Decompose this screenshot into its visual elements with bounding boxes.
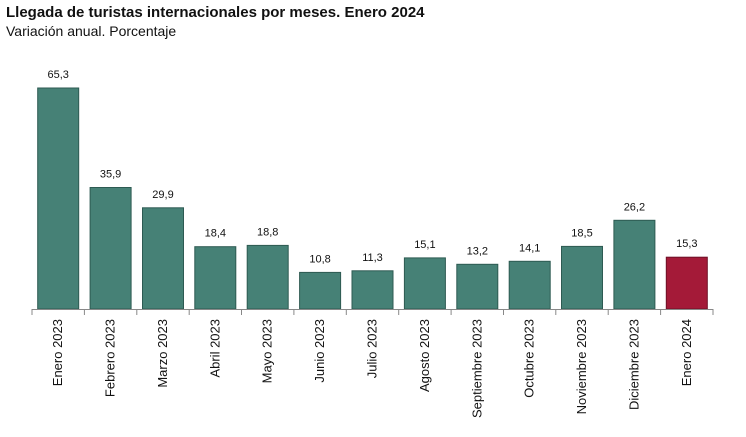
bar-11 (613, 219, 656, 310)
value-label-3: 18,4 (205, 228, 226, 240)
bar-12 (665, 256, 708, 310)
x-tick-label-12: Enero 2024 (679, 319, 694, 386)
x-tick-label-4: Mayo 2023 (260, 319, 275, 383)
x-tick-label-10: Noviembre 2023 (574, 319, 589, 414)
bar-4 (246, 244, 289, 310)
x-tick-label-9: Octubre 2023 (522, 319, 537, 398)
value-label-1: 35,9 (100, 169, 121, 181)
value-label-10: 18,5 (571, 227, 592, 239)
bar-5 (299, 271, 342, 310)
value-label-5: 10,8 (309, 253, 330, 265)
x-tick-label-8: Septiembre 2023 (469, 319, 484, 418)
x-tick-label-3: Abril 2023 (207, 319, 222, 378)
bar-3 (194, 246, 237, 310)
value-label-4: 18,8 (257, 226, 278, 238)
bar-7 (403, 257, 446, 310)
bar-10 (561, 245, 603, 310)
value-label-8: 13,2 (467, 245, 488, 257)
value-label-7: 15,1 (414, 239, 435, 251)
bar-6 (351, 270, 394, 310)
chart-subtitle: Variación anual. Porcentaje (6, 23, 177, 39)
x-tick-label-7: Agosto 2023 (417, 319, 432, 392)
x-tick-label-6: Julio 2023 (365, 319, 380, 378)
value-label-11: 26,2 (624, 201, 645, 213)
bar-1 (89, 187, 132, 310)
chart-title: Llegada de turistas internacionales por … (6, 4, 425, 21)
value-label-2: 29,9 (152, 189, 173, 201)
x-tick-label-2: Marzo 2023 (155, 319, 170, 388)
x-tick-label-1: Febrero 2023 (103, 319, 118, 397)
x-tick-label-0: Enero 2023 (50, 319, 65, 386)
value-label-12: 15,3 (676, 238, 697, 250)
bar-0 (37, 87, 80, 310)
value-label-9: 14,1 (519, 242, 540, 254)
value-label-6: 11,3 (362, 252, 383, 264)
bar-9 (508, 260, 551, 310)
x-tick-label-5: Junio 2023 (312, 319, 327, 383)
bar-2 (142, 207, 184, 310)
bar-8 (456, 263, 499, 310)
x-tick-label-11: Diciembre 2023 (626, 319, 641, 410)
value-label-0: 65,3 (47, 69, 68, 81)
